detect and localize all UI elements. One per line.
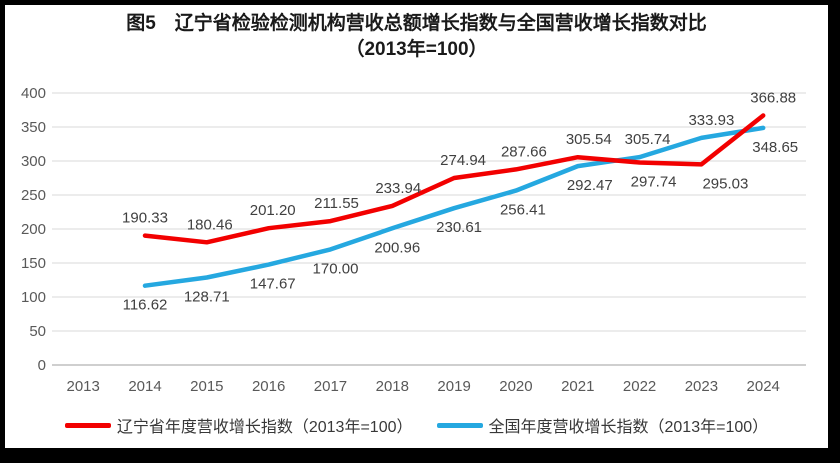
data-label-series-0: 190.33 [122, 210, 168, 227]
chart-legend: 辽宁省年度营收增长指数（2013年=100） 全国年度营收增长指数（2013年=… [5, 412, 828, 438]
x-tick-label: 2019 [437, 378, 470, 395]
y-tick-label: 100 [21, 289, 46, 306]
y-tick-label: 150 [21, 255, 46, 272]
border-frame-left [0, 0, 5, 463]
x-tick-label: 2023 [685, 378, 718, 395]
x-tick-label: 2024 [747, 378, 780, 395]
data-label-series-0: 305.54 [566, 131, 612, 148]
data-label-series-1: 230.61 [436, 219, 482, 236]
data-label-series-1: 333.93 [688, 112, 734, 129]
data-label-series-0: 287.66 [501, 143, 547, 160]
y-tick-label: 0 [38, 357, 46, 374]
legend-item-national[interactable]: 全国年度营收增长指数（2013年=100） [436, 413, 769, 437]
border-frame-right [828, 0, 840, 463]
x-tick-label: 2013 [67, 378, 100, 395]
x-tick-label: 2018 [376, 378, 409, 395]
y-tick-label: 300 [21, 153, 46, 170]
y-tick-label: 200 [21, 221, 46, 238]
chart-title: 图5 辽宁省检验检测机构营收总额增长指数与全国营收增长指数对比 [126, 13, 707, 34]
data-label-series-1: 147.67 [250, 276, 296, 293]
legend-label-national: 全国年度营收增长指数（2013年=100） [488, 419, 769, 436]
x-tick-label: 2022 [623, 378, 656, 395]
data-label-series-0: 180.46 [187, 216, 233, 233]
data-label-series-0: 201.20 [250, 202, 296, 219]
data-label-series-0: 297.74 [631, 174, 677, 191]
data-label-series-1: 200.96 [374, 239, 420, 256]
data-label-series-0: 274.94 [440, 152, 486, 169]
data-label-series-0: 295.03 [702, 175, 748, 192]
chart-subtitle: （2013年=100） [345, 39, 488, 60]
y-tick-label: 400 [21, 85, 46, 102]
chart-title-block: 图5 辽宁省检验检测机构营收总额增长指数与全国营收增长指数对比 （2013年=1… [5, 11, 828, 63]
x-tick-label: 2014 [128, 378, 161, 395]
data-label-series-1: 170.00 [313, 260, 359, 277]
data-label-series-1: 292.47 [567, 177, 613, 194]
data-label-series-0: 233.94 [375, 180, 421, 197]
x-tick-label: 2015 [190, 378, 223, 395]
x-tick-label: 2020 [499, 378, 532, 395]
legend-marker-national-line [436, 422, 483, 428]
y-tick-label: 50 [29, 323, 46, 340]
x-tick-label: 2016 [252, 378, 285, 395]
border-frame-top [0, 0, 840, 5]
x-tick-label: 2021 [561, 378, 594, 395]
legend-marker-liaoning-line [64, 422, 111, 428]
legend-label-liaoning: 辽宁省年度营收增长指数（2013年=100） [116, 419, 413, 436]
x-tick-label: 2017 [314, 378, 347, 395]
data-label-series-0: 211.55 [314, 195, 359, 212]
data-label-series-1: 116.62 [123, 297, 168, 314]
series-line-0[interactable] [142, 113, 766, 245]
data-label-series-1: 348.65 [752, 139, 798, 156]
data-label-series-1: 305.74 [625, 131, 671, 148]
data-label-series-1: 128.71 [184, 289, 230, 306]
y-tick-label: 350 [21, 119, 46, 136]
data-label-series-1: 256.41 [500, 202, 546, 219]
data-label-series-0: 366.88 [750, 90, 796, 107]
legend-item-liaoning[interactable]: 辽宁省年度营收增长指数（2013年=100） [64, 413, 413, 437]
y-tick-label: 250 [21, 187, 46, 204]
series-line-1[interactable] [142, 125, 766, 288]
border-frame-bottom [0, 448, 840, 463]
